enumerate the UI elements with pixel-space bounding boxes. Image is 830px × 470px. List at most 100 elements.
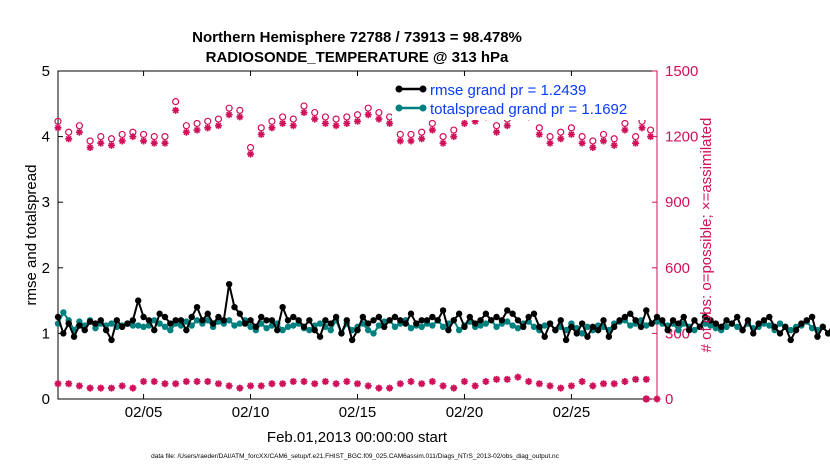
rmse-point [819,323,826,331]
rmse-point [605,333,613,340]
y-axis-right-label: # of obs: o=possible; ×=assimilated [698,118,715,353]
rmse-point [327,320,334,327]
legend-rmse-marker-left [395,85,403,93]
obs-assimilated-point [86,144,94,152]
obs-possible-point [289,115,297,123]
rmse-point [60,330,67,337]
totalspread-point [279,326,286,334]
rmse-point [627,310,634,317]
legend-spread-marker-right [419,104,427,112]
rmse-point [225,281,233,288]
obs-assimilated-point [75,128,83,136]
rmse-point [231,303,238,311]
obs-low-point [407,378,415,386]
rmse-point [381,323,388,331]
totalspread-point [316,320,324,327]
rmse-point [477,317,484,324]
rmse-point [536,323,543,331]
totalspread-point [407,324,415,332]
obs-low-point [354,380,361,388]
obs-low-point [75,382,83,390]
rmse-point [562,336,570,344]
rmse-point [482,310,490,317]
totalspread-point [140,323,147,331]
obs-low-point [343,378,351,386]
obs-low-point [289,378,297,386]
legend: rmse grand pr = 1.2439 totalspread grand… [392,78,654,120]
obs-possible-point [279,113,287,121]
rmse-point [407,310,415,317]
obs-possible-point [535,124,543,132]
totalspread-point [707,322,714,329]
legend-spread-marker-left [395,104,403,112]
y-left-tick-label: 0 [42,391,50,408]
obs-assimilated-point [54,124,62,132]
legend-box [392,78,654,120]
obs-low-point [86,384,94,392]
rmse-point [760,317,768,324]
legend-rmse-label: rmse grand pr = 1.2439 [430,82,586,99]
obs-possible-point [161,133,169,141]
totalspread-point [108,320,115,327]
rmse-point [391,313,399,321]
obs-possible-point [610,135,618,143]
rmse-point [118,323,126,331]
totalspread-point [370,330,377,337]
totalspread-point [60,309,67,316]
obs-assimilated-point [182,128,190,136]
totalspread-point [734,323,741,331]
obs-possible-point [621,119,629,128]
obs-possible-point [418,128,426,136]
obs-possible-point [646,126,655,134]
obs-low-point [204,378,212,386]
obs-assimilated-point [247,150,255,158]
rmse-point [332,313,340,321]
chart-title-line2: RADIOSONDE_TEMPERATURE @ 313 hPa [206,49,509,66]
obs-possible-point [375,108,383,117]
totalspread-point [627,322,634,329]
rmse-point [300,323,308,331]
y-axis-right: 0 300 600 900 1200 1500 [652,63,698,408]
totalspread-point [193,317,201,324]
obs-assimilated-point [407,137,415,145]
y-right-tick-label: 300 [665,325,690,342]
rmse-point [284,317,292,324]
obs-assimilated-point [204,124,212,132]
obs-assimilated-point [647,133,655,141]
legend-spread-label: totalspread grand pr = 1.1692 [430,101,627,118]
rmse-point [691,317,698,324]
rmse-point [680,313,687,321]
rmse-point [653,313,661,321]
rmse-point [268,317,276,324]
rmse-point [279,303,286,311]
obs-low-point [107,384,115,392]
obs-assimilated-point [321,119,329,127]
obs-assimilated-point [439,139,447,147]
totalspread-point [225,317,233,324]
obs-possible-point [578,133,586,141]
obs-assimilated-point [107,141,115,149]
rmse-point [750,330,757,337]
rmse-point [696,323,703,331]
y-right-tick-label: 1500 [665,63,698,80]
rmse-point [461,323,468,331]
rmse-point [258,313,265,321]
rmse-point [808,313,816,321]
obs-assimilated-point [364,111,372,119]
rmse-point [701,313,709,321]
totalspread-point [643,322,650,329]
totalspread-point [92,324,99,332]
rmse-point [113,317,121,324]
obs-possible-point [107,135,116,143]
rmse-point [798,320,805,327]
rmse-point [151,326,158,334]
rmse-point [54,313,62,321]
obs-low-point [129,384,137,392]
y-axis-left: 0 1 2 3 4 5 [42,63,63,408]
rmse-point [135,297,142,304]
rmse-point [616,317,623,324]
rmse-point [295,317,302,324]
x-axis: 02/05 02/10 02/15 02/20 02/25 [125,71,590,421]
y-right-tick-label: 0 [665,391,673,408]
rmse-point [755,320,762,327]
